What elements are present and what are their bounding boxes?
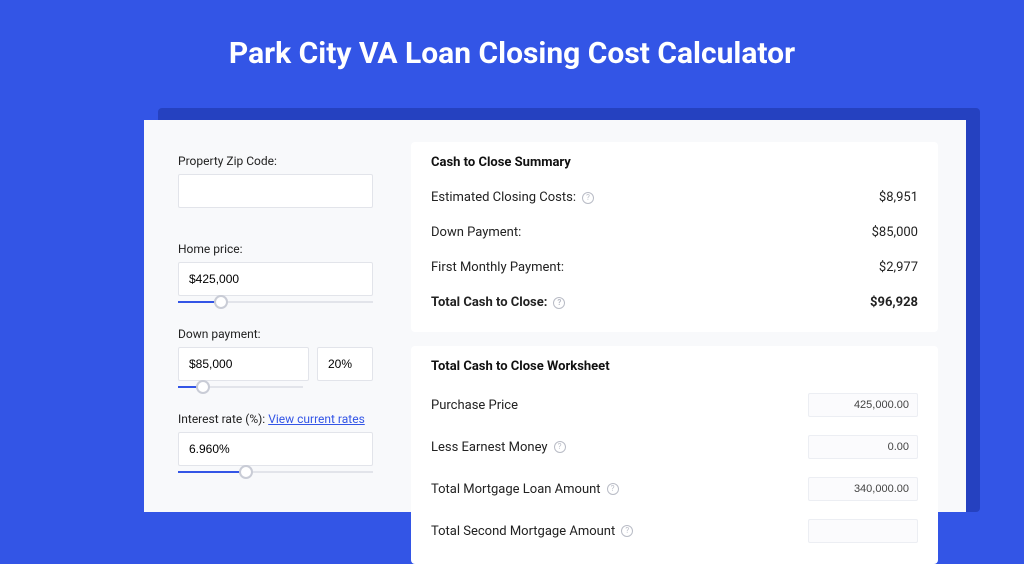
page-title: Park City VA Loan Closing Cost Calculato…: [0, 0, 1024, 95]
interest-rate-slider-thumb[interactable]: [239, 465, 253, 479]
worksheet-panel: Total Cash to Close Worksheet Purchase P…: [411, 346, 938, 564]
worksheet-input-second-mortgage[interactable]: [808, 519, 918, 543]
interest-rate-input[interactable]: [178, 432, 373, 466]
zip-input[interactable]: [178, 174, 373, 208]
worksheet-row-second-mortgage: Total Second Mortgage Amount ?: [431, 510, 918, 552]
worksheet-label: Total Mortgage Loan Amount: [431, 482, 601, 497]
worksheet-row-purchase-price: Purchase Price: [431, 384, 918, 426]
summary-row-first-payment: First Monthly Payment: $2,977: [431, 250, 918, 285]
results-column: Cash to Close Summary Estimated Closing …: [399, 120, 966, 512]
summary-row-closing-costs: Estimated Closing Costs: ? $8,951: [431, 180, 918, 215]
interest-rate-label: Interest rate (%): View current rates: [178, 412, 373, 426]
zip-field-group: Property Zip Code:: [178, 154, 373, 224]
home-price-label: Home price:: [178, 242, 373, 256]
worksheet-row-mortgage-amount: Total Mortgage Loan Amount ?: [431, 468, 918, 510]
help-icon[interactable]: ?: [607, 483, 619, 495]
summary-label: Estimated Closing Costs:: [431, 190, 576, 205]
summary-row-down-payment: Down Payment: $85,000: [431, 215, 918, 250]
summary-title: Cash to Close Summary: [431, 149, 918, 180]
help-icon[interactable]: ?: [582, 192, 594, 204]
down-payment-field-group: Down payment:: [178, 327, 373, 394]
calculator-card: Property Zip Code: Home price: Down paym…: [144, 120, 966, 512]
interest-rate-label-text: Interest rate (%):: [178, 412, 265, 426]
down-payment-slider-thumb[interactable]: [196, 380, 210, 394]
interest-rate-field-group: Interest rate (%): View current rates: [178, 412, 373, 479]
summary-value: $96,928: [870, 295, 918, 310]
summary-value: $2,977: [879, 260, 918, 275]
home-price-slider[interactable]: [178, 295, 373, 309]
summary-value: $8,951: [879, 190, 918, 205]
inputs-column: Property Zip Code: Home price: Down paym…: [144, 120, 399, 512]
worksheet-label: Total Second Mortgage Amount: [431, 524, 615, 539]
help-icon[interactable]: ?: [553, 297, 565, 309]
worksheet-input-mortgage-amount[interactable]: [808, 477, 918, 501]
summary-row-total: Total Cash to Close: ? $96,928: [431, 285, 918, 320]
summary-label: Down Payment:: [431, 225, 521, 240]
home-price-slider-thumb[interactable]: [214, 295, 228, 309]
worksheet-label: Less Earnest Money: [431, 440, 548, 455]
help-icon[interactable]: ?: [554, 441, 566, 453]
worksheet-input-earnest-money[interactable]: [808, 435, 918, 459]
interest-rate-slider[interactable]: [178, 465, 373, 479]
down-payment-pct-input[interactable]: [317, 347, 373, 381]
summary-label: First Monthly Payment:: [431, 260, 564, 275]
worksheet-label: Purchase Price: [431, 398, 518, 413]
worksheet-title: Total Cash to Close Worksheet: [431, 353, 918, 384]
summary-panel: Cash to Close Summary Estimated Closing …: [411, 142, 938, 332]
home-price-field-group: Home price:: [178, 242, 373, 309]
worksheet-input-purchase-price[interactable]: [808, 393, 918, 417]
zip-label: Property Zip Code:: [178, 154, 373, 168]
interest-rate-slider-fill: [178, 471, 246, 473]
summary-value: $85,000: [872, 225, 918, 240]
summary-label: Total Cash to Close:: [431, 295, 547, 310]
down-payment-label: Down payment:: [178, 327, 373, 341]
help-icon[interactable]: ?: [621, 525, 633, 537]
worksheet-row-earnest-money: Less Earnest Money ?: [431, 426, 918, 468]
home-price-input[interactable]: [178, 262, 373, 296]
down-payment-input[interactable]: [178, 347, 309, 381]
down-payment-slider[interactable]: [178, 380, 303, 394]
view-rates-link[interactable]: View current rates: [268, 412, 365, 426]
